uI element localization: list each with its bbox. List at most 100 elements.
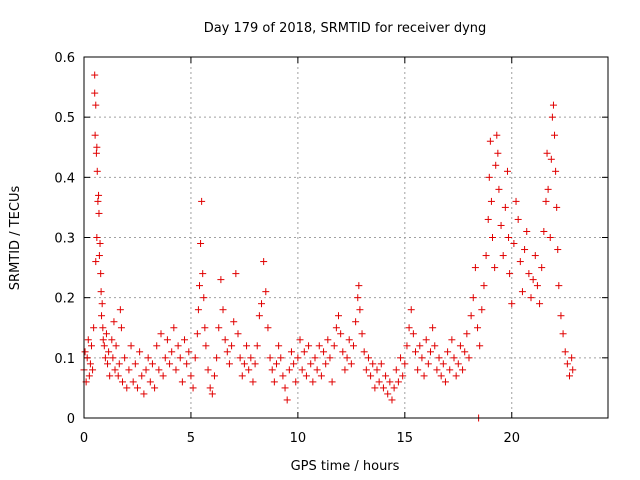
data-point (349, 342, 357, 350)
data-point (228, 342, 236, 350)
data-point (529, 276, 537, 284)
data-point (388, 396, 396, 404)
data-point (95, 252, 103, 260)
data-point (552, 167, 560, 175)
data-point (123, 384, 131, 392)
y-tick-label: 0.4 (54, 171, 75, 186)
data-point (549, 101, 557, 109)
data-point (444, 348, 452, 356)
data-point (83, 354, 91, 362)
data-point (92, 101, 100, 109)
data-point (354, 294, 362, 302)
y-tick-label: 0.3 (54, 232, 75, 247)
data-point (494, 149, 502, 157)
x-tick-label: 10 (290, 431, 307, 446)
data-point (234, 330, 242, 338)
data-point (463, 330, 471, 338)
data-point (392, 366, 400, 374)
data-point (487, 197, 495, 205)
data-point (474, 324, 482, 332)
data-point (394, 378, 402, 386)
data-point (454, 360, 462, 368)
data-point (206, 384, 214, 392)
data-point (547, 155, 555, 163)
data-point (155, 366, 163, 374)
data-point (183, 360, 191, 368)
data-point (554, 246, 562, 254)
data-point (367, 372, 375, 380)
data-point (138, 372, 146, 380)
data-point (371, 384, 379, 392)
data-point (506, 270, 514, 278)
data-point (243, 342, 251, 350)
data-point (191, 354, 199, 362)
data-point (356, 306, 364, 314)
data-point (255, 312, 263, 320)
data-point (345, 336, 353, 344)
data-point (422, 336, 430, 344)
data-point (339, 348, 347, 356)
x-tick-label: 20 (503, 431, 520, 446)
data-point (102, 330, 110, 338)
data-point (163, 336, 171, 344)
data-point (379, 384, 387, 392)
data-point (450, 354, 458, 362)
data-point (512, 197, 520, 205)
data-point (142, 366, 150, 374)
data-point (452, 372, 460, 380)
data-point (197, 240, 205, 248)
data-point (176, 354, 184, 362)
axis-ticks: 0 0.1 0.2 0.3 0.4 0.5 0.6 0 5 10 15 20 (54, 51, 608, 446)
data-point (127, 342, 135, 350)
data-point (540, 227, 548, 235)
data-point (296, 336, 304, 344)
y-tick-label: 0.5 (54, 111, 75, 126)
data-point (97, 270, 105, 278)
data-point (568, 354, 576, 362)
chart-title: Day 179 of 2018, SRMTID for receiver dyn… (204, 21, 487, 36)
data-point (384, 390, 392, 398)
data-point (146, 378, 154, 386)
data-point (153, 342, 161, 350)
data-point (161, 354, 169, 362)
data-point (439, 360, 447, 368)
data-point (89, 366, 97, 374)
data-point (471, 264, 479, 272)
data-point (298, 366, 306, 374)
data-point (518, 288, 526, 296)
data-point (510, 240, 518, 248)
data-point (204, 366, 212, 374)
data-point (407, 306, 415, 314)
data-point (193, 330, 201, 338)
data-point (386, 378, 394, 386)
data-point (516, 258, 524, 266)
data-point (221, 336, 229, 344)
data-point (482, 252, 490, 260)
data-point (514, 215, 522, 223)
data-point (492, 161, 500, 169)
data-point (551, 131, 559, 139)
data-point (275, 342, 283, 350)
data-point (320, 348, 328, 356)
data-point (116, 306, 124, 314)
data-point (287, 348, 295, 356)
data-point (441, 378, 449, 386)
data-point (315, 342, 323, 350)
x-tick-label: 15 (397, 431, 414, 446)
data-point (563, 360, 571, 368)
data-point (99, 336, 107, 344)
data-point (181, 336, 189, 344)
data-point (307, 360, 315, 368)
data-point (405, 324, 413, 332)
data-point (129, 378, 137, 386)
data-point (456, 342, 464, 350)
data-points (80, 71, 577, 422)
data-point (251, 360, 259, 368)
data-point (100, 342, 108, 350)
data-point (461, 348, 469, 356)
data-point (401, 360, 409, 368)
data-point (416, 342, 424, 350)
data-point (285, 366, 293, 374)
data-point (561, 348, 569, 356)
